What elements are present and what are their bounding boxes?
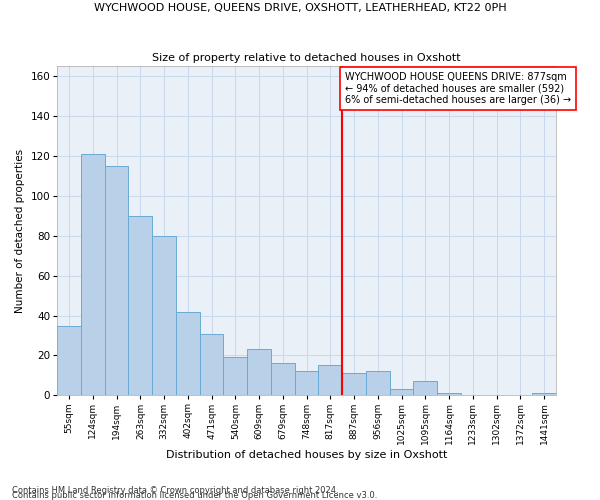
Bar [532,394,556,396]
Bar [176,312,200,396]
X-axis label: Distribution of detached houses by size in Oxshott: Distribution of detached houses by size … [166,450,447,460]
Bar [247,350,271,396]
Bar [271,364,295,396]
Bar [223,358,247,396]
Text: Contains HM Land Registry data © Crown copyright and database right 2024.: Contains HM Land Registry data © Crown c… [12,486,338,495]
Bar [342,374,366,396]
Text: Contains public sector information licensed under the Open Government Licence v3: Contains public sector information licen… [12,491,377,500]
Bar [437,394,461,396]
Bar [319,366,342,396]
Bar [366,372,390,396]
Bar [152,236,176,396]
Bar [390,390,413,396]
Y-axis label: Number of detached properties: Number of detached properties [15,148,25,313]
Bar [413,382,437,396]
Bar [57,326,81,396]
Bar [81,154,105,396]
Bar [128,216,152,396]
Bar [295,372,319,396]
Bar [105,166,128,396]
Text: WYCHWOOD HOUSE QUEENS DRIVE: 877sqm
← 94% of detached houses are smaller (592)
6: WYCHWOOD HOUSE QUEENS DRIVE: 877sqm ← 94… [344,72,571,105]
Bar [200,334,223,396]
Text: WYCHWOOD HOUSE, QUEENS DRIVE, OXSHOTT, LEATHERHEAD, KT22 0PH: WYCHWOOD HOUSE, QUEENS DRIVE, OXSHOTT, L… [94,2,506,12]
Title: Size of property relative to detached houses in Oxshott: Size of property relative to detached ho… [152,52,461,62]
